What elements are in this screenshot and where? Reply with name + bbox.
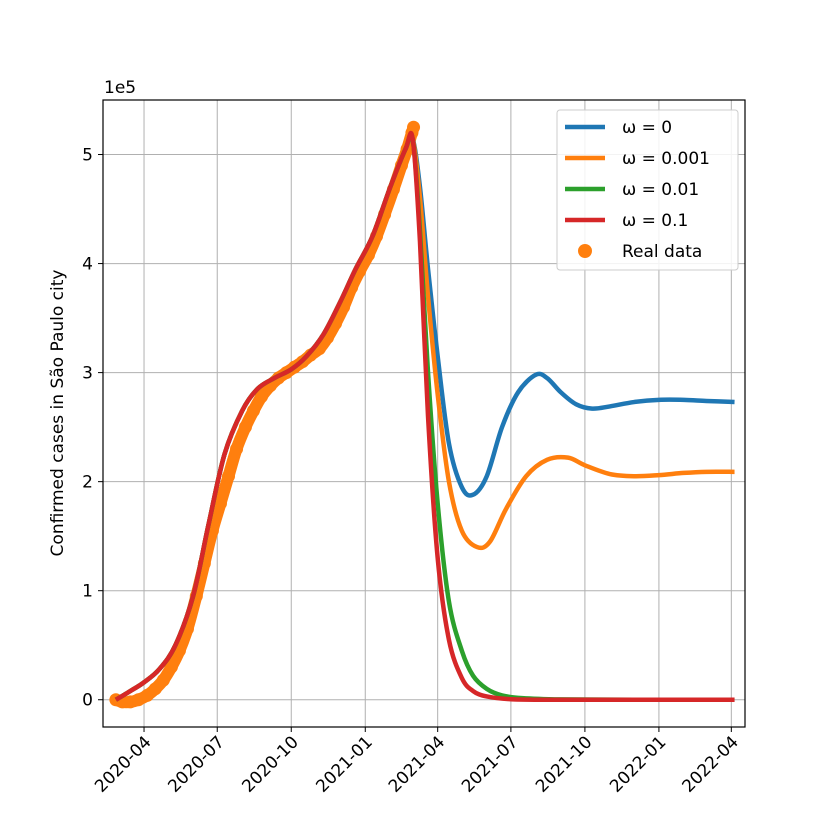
real-data-point	[164, 660, 178, 674]
series-line-3	[114, 130, 735, 703]
real-data-point	[148, 682, 162, 696]
real-data-point	[238, 420, 252, 434]
real-data-point	[246, 404, 260, 418]
x-tick-label: 2021-10	[532, 732, 596, 796]
real-data-point	[407, 120, 421, 134]
y-axis-label: Confirmed cases in São Paulo city	[48, 270, 68, 557]
real-data-point	[230, 442, 244, 456]
x-tick-label: 2022-04	[678, 732, 742, 796]
y-tick-label: 1	[82, 582, 93, 602]
legend-label: ω = 0.01	[622, 180, 699, 200]
y-tick-label: 0	[82, 691, 93, 711]
real-data-point	[222, 469, 236, 483]
real-data-point	[213, 496, 227, 510]
legend-label: Real data	[622, 242, 702, 262]
legend-label: ω = 0	[622, 118, 672, 138]
y-tick-label: 2	[82, 473, 93, 493]
x-tick-label: 2020-10	[238, 732, 302, 796]
legend-label: ω = 0.1	[622, 211, 688, 231]
x-tick-label: 2021-01	[312, 732, 376, 796]
real-data-point	[254, 390, 268, 404]
legend: ω = 0 ω = 0.001 ω = 0.01 ω = 0.1 Real data	[556, 109, 739, 271]
legend-box	[556, 109, 739, 271]
y-tick-label: 5	[82, 146, 93, 166]
legend-marker	[578, 244, 592, 258]
offset-text: 1e5	[104, 78, 136, 98]
x-tick-label: 2022-01	[606, 732, 670, 796]
y-tick-label: 4	[82, 255, 93, 275]
x-tick-label: 2020-04	[91, 732, 155, 796]
legend-label: ω = 0.001	[622, 149, 710, 169]
real-data-point	[156, 673, 170, 687]
x-tick-label: 2020-07	[164, 732, 228, 796]
real-data-band	[109, 121, 420, 709]
y-tick-label: 3	[82, 364, 93, 384]
plot-frame	[102, 99, 746, 728]
x-tick-label: 2021-07	[458, 732, 522, 796]
x-tick-label: 2021-04	[385, 732, 449, 796]
plot-series	[109, 120, 735, 709]
